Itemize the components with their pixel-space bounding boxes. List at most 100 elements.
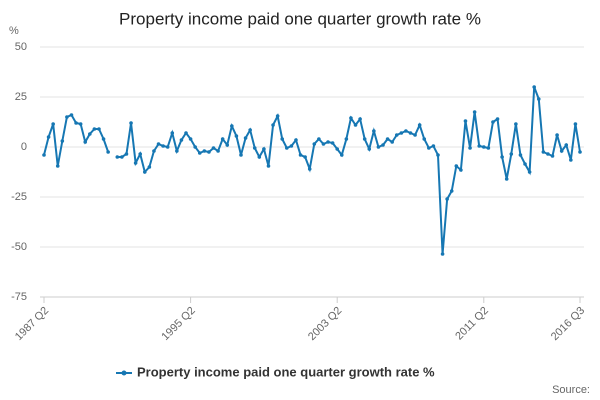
- point: [303, 155, 307, 159]
- point: [569, 158, 573, 162]
- point: [197, 151, 202, 155]
- y-tick-label: 0: [21, 141, 27, 153]
- point: [307, 167, 312, 171]
- y-tick-label: -50: [11, 241, 27, 253]
- legend-marker: [121, 370, 127, 376]
- point: [74, 121, 78, 125]
- point: [216, 149, 220, 153]
- point: [353, 123, 358, 127]
- chart-title: Property income paid one quarter growth …: [119, 9, 481, 28]
- point: [152, 149, 156, 153]
- x-tick-label: 2016 Q3: [549, 305, 587, 343]
- point: [330, 141, 335, 145]
- point: [97, 127, 101, 131]
- point: [339, 153, 344, 157]
- point: [211, 146, 216, 150]
- point: [555, 133, 559, 137]
- point: [317, 137, 321, 141]
- point: [564, 143, 569, 147]
- point: [275, 114, 280, 118]
- point: [271, 123, 275, 127]
- point: [509, 152, 514, 156]
- point: [88, 132, 92, 136]
- point: [486, 146, 491, 150]
- point: [546, 152, 550, 156]
- point: [289, 144, 294, 148]
- point: [413, 133, 417, 137]
- point: [445, 197, 449, 201]
- y-tick-label: -25: [11, 191, 27, 203]
- point: [69, 113, 74, 117]
- point: [449, 189, 454, 193]
- source: Source:: [552, 384, 590, 396]
- y-unit: %: [9, 25, 19, 37]
- point: [514, 122, 518, 126]
- point: [477, 144, 482, 148]
- point: [573, 122, 578, 126]
- point: [257, 155, 262, 159]
- point: [404, 129, 408, 133]
- x-tick-label: 2011 Q2: [453, 305, 491, 343]
- point: [142, 170, 147, 174]
- point: [188, 137, 193, 141]
- x-tick-label: 1987 Q2: [13, 305, 51, 343]
- point: [170, 131, 175, 135]
- point: [202, 149, 207, 153]
- point: [262, 147, 266, 151]
- point: [422, 137, 427, 141]
- line: [43, 86, 581, 255]
- point: [55, 164, 60, 168]
- point: [294, 138, 298, 142]
- point: [376, 145, 381, 149]
- point: [92, 127, 97, 131]
- point: [120, 155, 124, 159]
- x-tick-label: 1995 Q2: [159, 305, 197, 343]
- point: [550, 154, 555, 158]
- point: [124, 152, 129, 156]
- point: [578, 150, 582, 154]
- point: [252, 146, 257, 150]
- point: [440, 252, 445, 256]
- point: [165, 145, 170, 149]
- point: [193, 145, 197, 149]
- point: [335, 147, 339, 151]
- point: [230, 124, 234, 128]
- point: [184, 131, 188, 135]
- point: [42, 153, 46, 157]
- point: [220, 137, 225, 141]
- point: [431, 144, 436, 148]
- point: [280, 137, 285, 141]
- point: [138, 152, 143, 156]
- point: [78, 122, 83, 126]
- point: [495, 117, 500, 121]
- point: [491, 120, 495, 124]
- point: [390, 140, 394, 144]
- point: [372, 129, 376, 133]
- point: [266, 164, 271, 168]
- point: [536, 97, 541, 101]
- point: [312, 142, 317, 146]
- point: [248, 128, 252, 132]
- point: [500, 155, 504, 159]
- point: [147, 165, 152, 169]
- point: [399, 131, 404, 135]
- point: [161, 144, 165, 148]
- point: [523, 162, 527, 166]
- point: [175, 149, 179, 153]
- point: [51, 122, 55, 126]
- point: [367, 147, 372, 151]
- point: [225, 143, 230, 147]
- point: [344, 137, 349, 141]
- point: [298, 153, 303, 157]
- point: [349, 116, 353, 120]
- point: [207, 150, 211, 154]
- point: [472, 110, 477, 114]
- point: [559, 149, 564, 153]
- point: [427, 146, 431, 150]
- legend-label: Property income paid one quarter growth …: [137, 364, 435, 379]
- point: [394, 133, 399, 137]
- point: [129, 121, 133, 125]
- point: [518, 153, 523, 157]
